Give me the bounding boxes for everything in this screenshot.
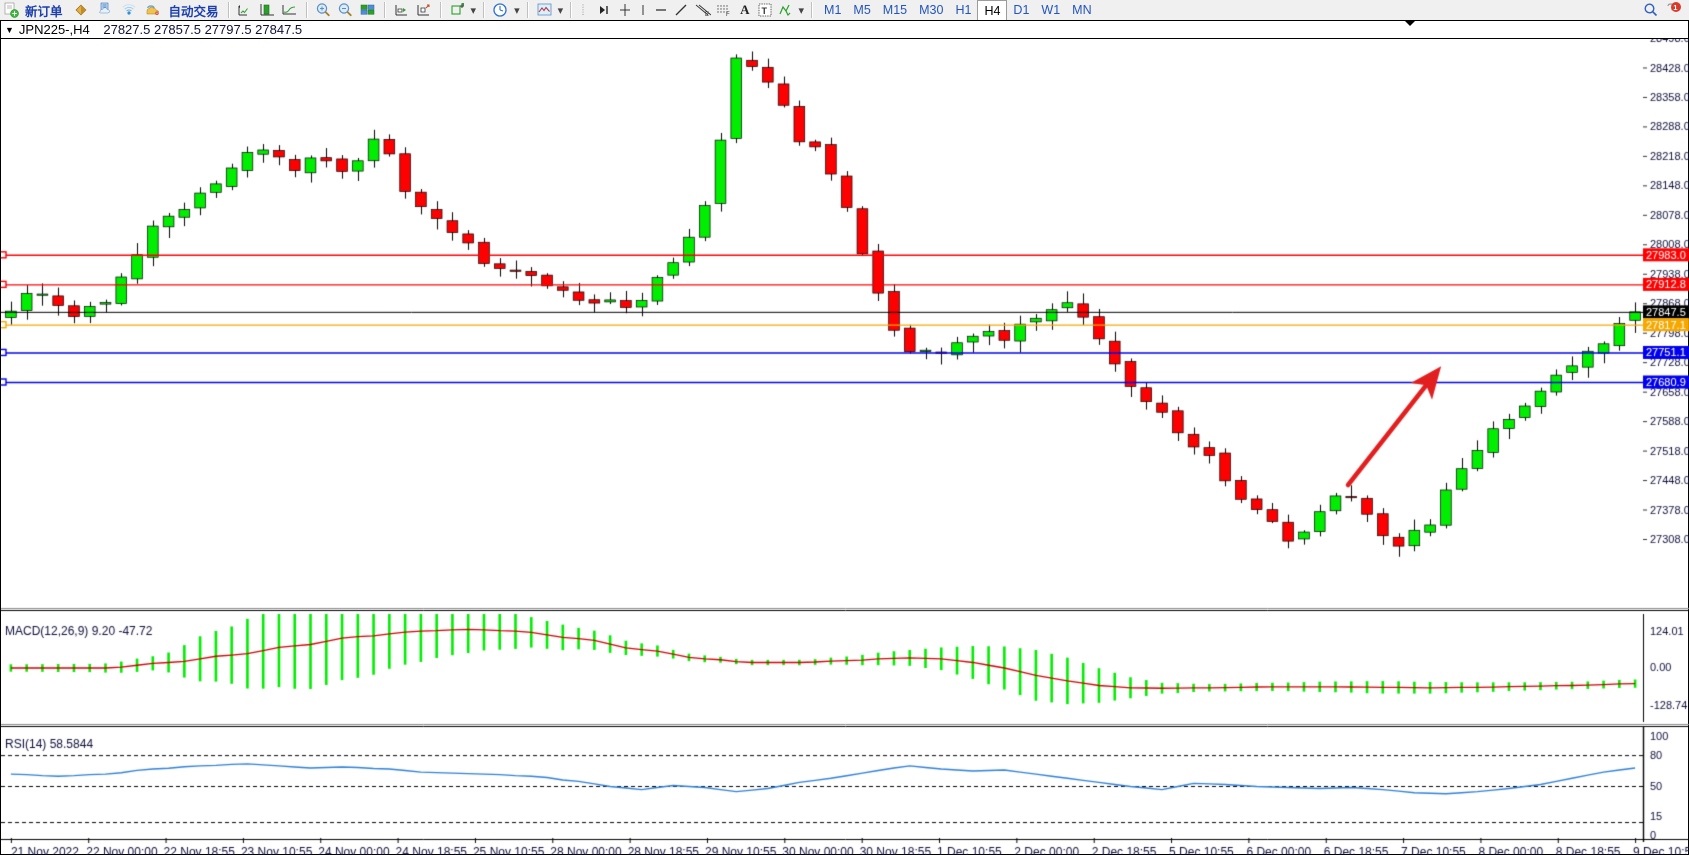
svg-text:F: F: [726, 12, 730, 18]
svg-text:T: T: [761, 6, 767, 16]
svg-text:1: 1: [1673, 3, 1677, 12]
svg-text:E: E: [705, 12, 709, 18]
